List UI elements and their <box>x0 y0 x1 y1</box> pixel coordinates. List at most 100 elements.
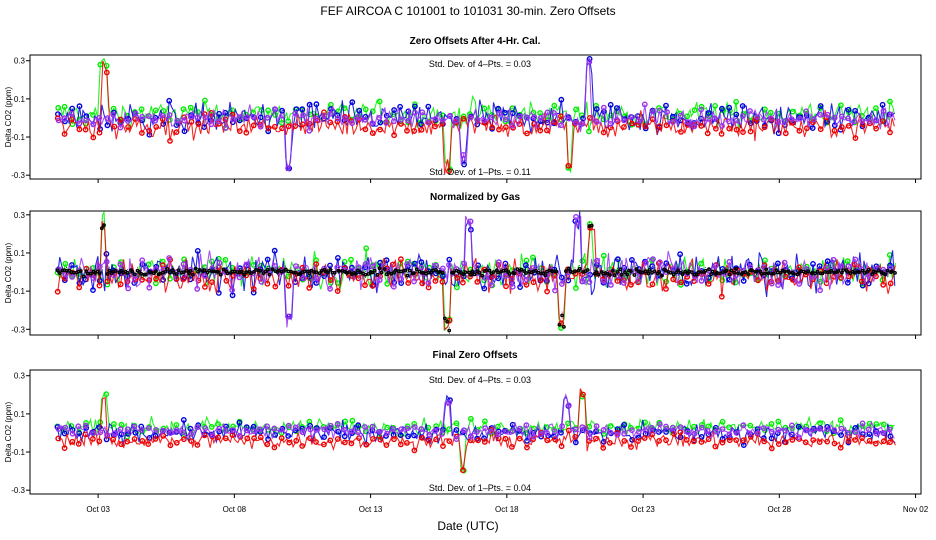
data-point <box>668 270 673 275</box>
panel-1-x-ticks <box>97 179 917 183</box>
data-point <box>740 277 747 284</box>
data-point <box>236 117 243 124</box>
data-point <box>369 130 376 137</box>
data-point <box>669 119 676 125</box>
data-point <box>117 426 124 433</box>
data-point <box>887 280 894 287</box>
data-point <box>859 121 866 128</box>
data-point <box>376 115 383 121</box>
data-point <box>844 279 851 286</box>
data-point <box>398 276 405 282</box>
data-point <box>796 281 802 287</box>
data-point <box>502 435 509 442</box>
data-point <box>852 256 859 263</box>
data-point <box>763 271 767 276</box>
data-point <box>404 127 410 134</box>
data-point <box>369 120 376 127</box>
data-point <box>761 438 768 445</box>
data-point <box>809 125 816 132</box>
data-point <box>250 289 257 296</box>
data-point <box>173 427 180 433</box>
data-point <box>873 273 879 280</box>
data-point <box>348 428 355 435</box>
data-point <box>727 272 732 277</box>
data-point <box>642 123 649 130</box>
data-point <box>656 107 663 114</box>
data-point <box>887 433 894 440</box>
data-point <box>447 112 453 119</box>
data-point <box>691 107 698 114</box>
data-point <box>865 280 872 287</box>
data-point <box>848 271 853 276</box>
data-point <box>718 271 722 276</box>
data-point <box>887 111 894 118</box>
data-point <box>239 269 244 274</box>
data-point <box>695 272 699 277</box>
data-point <box>196 269 200 274</box>
data-point <box>698 277 705 284</box>
data-point <box>334 254 341 261</box>
data-point <box>272 283 279 290</box>
data-point <box>173 439 180 446</box>
data-point <box>317 271 322 275</box>
data-point <box>887 262 893 269</box>
data-point <box>579 424 586 431</box>
data-point <box>377 266 382 271</box>
data-point <box>787 270 792 275</box>
data-point <box>755 277 761 284</box>
data-point <box>167 442 174 449</box>
data-point <box>516 435 523 442</box>
data-point <box>411 420 418 427</box>
data-point <box>554 269 559 274</box>
data-point <box>857 270 862 274</box>
data-point <box>362 282 368 289</box>
data-point <box>138 427 145 433</box>
data-point <box>837 417 844 424</box>
data-point <box>629 256 635 263</box>
data-point <box>873 125 879 132</box>
data-point <box>712 262 719 269</box>
data-point <box>348 440 355 447</box>
data-point <box>397 103 403 110</box>
data-point <box>840 270 844 275</box>
y-tick-label: 0.3 <box>14 372 26 381</box>
data-point <box>747 422 754 429</box>
data-point <box>502 109 508 116</box>
panel-1-frame <box>29 54 922 180</box>
data-point <box>503 428 509 435</box>
data-point <box>215 118 222 125</box>
data-point <box>90 435 96 442</box>
data-point <box>709 272 713 277</box>
data-point <box>670 424 676 431</box>
data-point <box>852 270 857 275</box>
data-point <box>90 112 96 118</box>
data-point <box>99 226 104 231</box>
data-point <box>733 117 740 124</box>
data-point <box>733 437 740 443</box>
data-point <box>876 268 881 273</box>
data-point <box>718 130 725 137</box>
data-point <box>621 117 627 124</box>
data-point <box>712 428 719 435</box>
data-point <box>89 271 93 276</box>
data-point <box>369 423 376 430</box>
data-point <box>342 115 349 122</box>
data-point <box>313 275 320 282</box>
data-point <box>104 122 111 129</box>
data-point <box>544 127 550 134</box>
data-point <box>677 424 684 431</box>
data-point <box>747 120 754 127</box>
data-point <box>824 111 831 118</box>
data-point <box>733 430 740 436</box>
data-point <box>719 418 726 425</box>
data-point <box>249 271 254 275</box>
data-point <box>705 116 711 122</box>
data-point <box>403 268 408 273</box>
data-point <box>411 278 417 285</box>
data-point <box>244 435 251 442</box>
data-point <box>683 269 688 274</box>
data-point <box>349 99 356 106</box>
data-point <box>748 268 753 273</box>
data-point <box>325 270 330 275</box>
data-point <box>194 442 201 448</box>
